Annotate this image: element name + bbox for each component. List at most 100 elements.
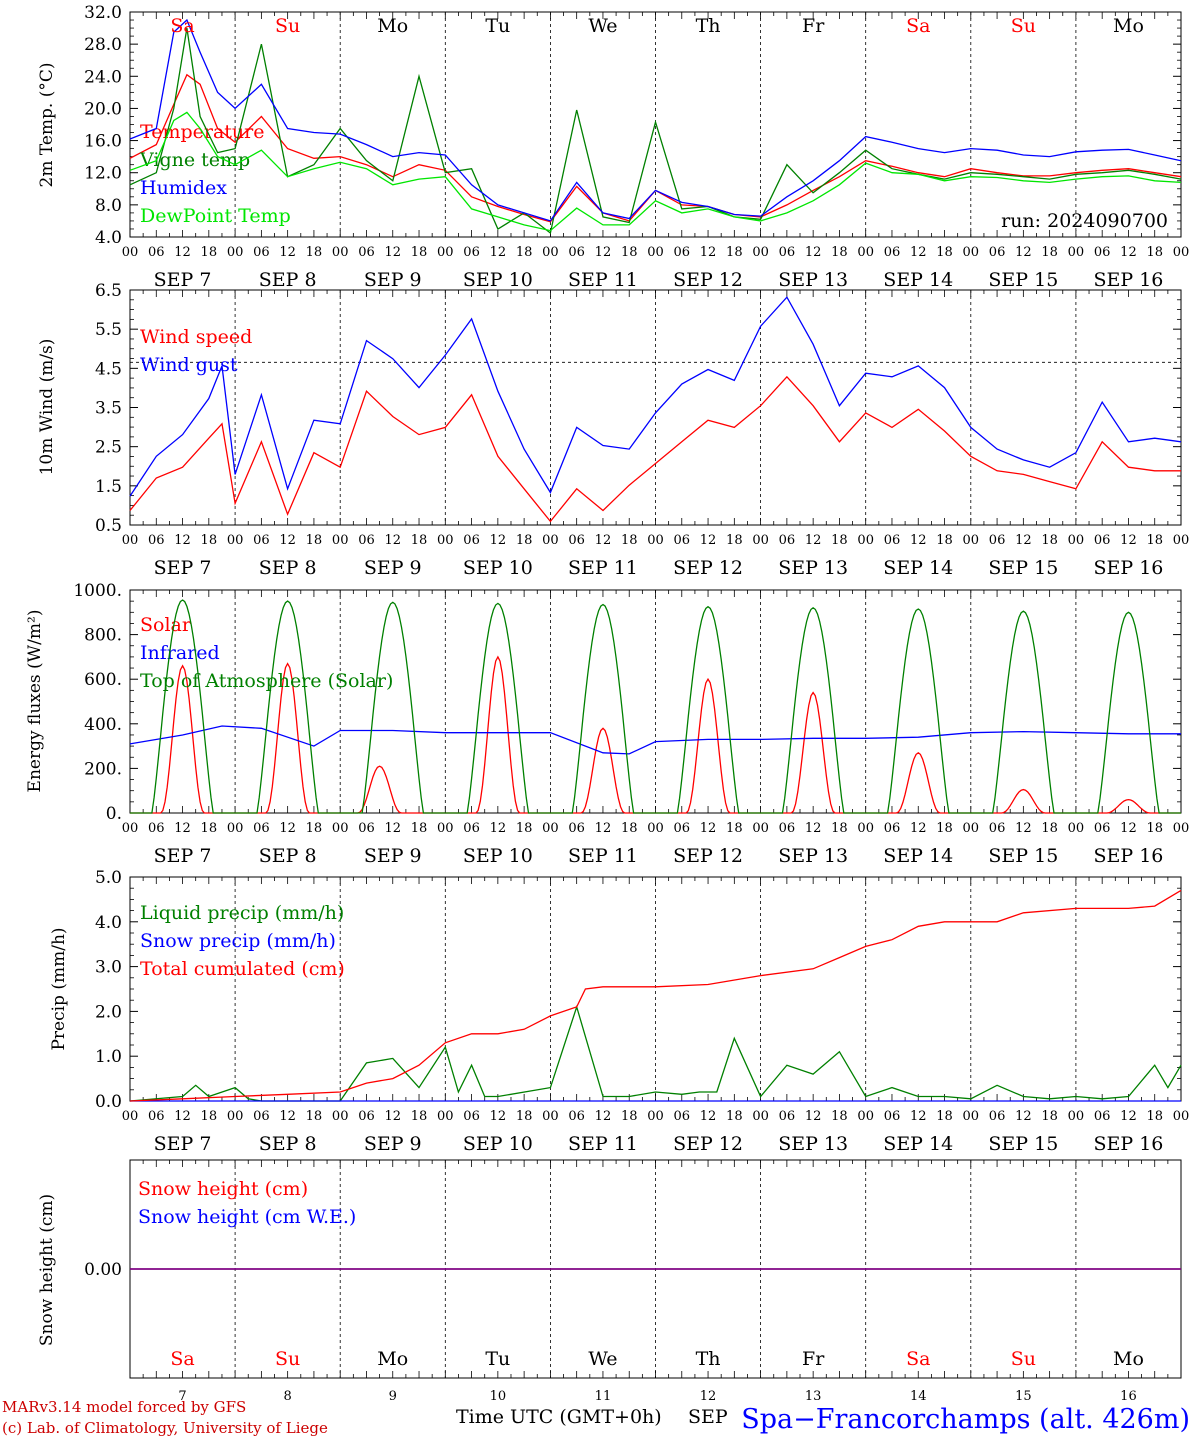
weekday-label: Sa xyxy=(170,1348,194,1370)
hour-tick-label: 00 xyxy=(437,1109,454,1124)
hour-tick-label: 18 xyxy=(201,533,218,548)
hour-tick-label: 00 xyxy=(122,1109,139,1124)
weekday-label: Mo xyxy=(377,15,408,37)
y-tick-label: 24.0 xyxy=(84,67,122,87)
hour-tick-label: 00 xyxy=(647,245,664,260)
hour-tick-label: 06 xyxy=(463,1109,480,1124)
hour-tick-label: 18 xyxy=(201,821,218,836)
legend-entry: Total cumulated (cm) xyxy=(140,958,345,980)
series-line-wind-speed xyxy=(129,375,1181,523)
y-tick-label: 800. xyxy=(84,626,122,646)
hour-tick-label: 06 xyxy=(463,533,480,548)
hour-tick-label: 00 xyxy=(752,533,769,548)
hour-tick-label: 18 xyxy=(726,821,743,836)
day-label: SEP 11 xyxy=(568,1133,638,1155)
hour-tick-label: 18 xyxy=(201,245,218,260)
hour-tick-label: 06 xyxy=(989,245,1006,260)
hour-tick-label: 00 xyxy=(332,245,349,260)
hour-tick-label: 18 xyxy=(516,245,533,260)
y-tick-label: 4.0 xyxy=(95,913,122,933)
hour-tick-label: 00 xyxy=(122,533,139,548)
y-tick-label: 12.0 xyxy=(84,164,122,184)
series-line-vigne-temp xyxy=(129,27,1182,235)
day-label: SEP 9 xyxy=(364,1133,422,1155)
hour-tick-label: 18 xyxy=(1146,1109,1163,1124)
day-label: SEP 9 xyxy=(364,845,422,867)
day-label: SEP 13 xyxy=(778,557,848,579)
hour-tick-label: 06 xyxy=(148,245,165,260)
hour-tick-label: 06 xyxy=(674,533,691,548)
hour-tick-label: 06 xyxy=(148,821,165,836)
hour-tick-label: 18 xyxy=(831,533,848,548)
hour-tick-label: 18 xyxy=(936,533,953,548)
footer-location: Spa−Francorchamps (alt. 426m) xyxy=(741,1404,1190,1435)
hour-tick-label: 00 xyxy=(1173,245,1190,260)
day-label: SEP 14 xyxy=(883,557,953,579)
y-axis-label: Snow height (cm) xyxy=(37,1194,57,1346)
hour-tick-label: 12 xyxy=(805,1109,822,1124)
hour-tick-label: 06 xyxy=(1094,1109,1111,1124)
weekday-label: Sa xyxy=(170,15,194,37)
hour-tick-label: 00 xyxy=(647,821,664,836)
day-label: SEP 10 xyxy=(463,557,533,579)
hour-tick-label: 06 xyxy=(674,1109,691,1124)
day-label: SEP 14 xyxy=(883,1133,953,1155)
day-label: SEP 9 xyxy=(364,269,422,291)
legend-entry: Snow height (cm) xyxy=(138,1178,308,1200)
day-label: SEP 12 xyxy=(673,1133,743,1155)
day-number-label: 9 xyxy=(389,1389,397,1404)
legend-entry: Vigne temp xyxy=(139,149,250,171)
hour-tick-label: 12 xyxy=(805,533,822,548)
hour-tick-label: 12 xyxy=(805,821,822,836)
y-tick-label: 0.5 xyxy=(95,516,122,536)
legend-entry: Infrared xyxy=(140,642,220,664)
y-axis-label: 10m Wind (m/s) xyxy=(37,339,57,476)
y-tick-label: 2.0 xyxy=(95,1002,122,1022)
hour-tick-label: 00 xyxy=(857,1109,874,1124)
day-label: SEP 13 xyxy=(778,269,848,291)
weekday-label: Sa xyxy=(906,15,930,37)
y-tick-label: 32.0 xyxy=(84,3,122,23)
hour-tick-label: 12 xyxy=(595,533,612,548)
hour-tick-label: 00 xyxy=(542,1109,559,1124)
y-tick-label: 5.0 xyxy=(95,868,122,888)
y-axis-label: Precip (mm/h) xyxy=(49,927,69,1050)
hour-tick-label: 00 xyxy=(963,245,980,260)
day-label: SEP 15 xyxy=(988,557,1058,579)
hour-tick-label: 12 xyxy=(490,1109,507,1124)
weekday-label: Su xyxy=(275,1348,300,1370)
y-tick-label: 0. xyxy=(106,804,122,824)
day-label: SEP 14 xyxy=(883,269,953,291)
hour-tick-label: 18 xyxy=(306,1109,323,1124)
hour-tick-label: 12 xyxy=(279,533,296,548)
day-label: SEP 10 xyxy=(463,1133,533,1155)
hour-tick-label: 12 xyxy=(1015,533,1032,548)
hour-tick-label: 00 xyxy=(332,821,349,836)
hour-tick-label: 00 xyxy=(963,1109,980,1124)
legend-entry: Snow precip (mm/h) xyxy=(140,930,336,952)
hour-tick-label: 18 xyxy=(1041,821,1058,836)
day-label: SEP 10 xyxy=(463,845,533,867)
hour-tick-label: 12 xyxy=(910,1109,927,1124)
run-label: run: 2024090700 xyxy=(1001,210,1168,232)
hour-tick-label: 06 xyxy=(779,1109,796,1124)
hour-tick-label: 18 xyxy=(936,245,953,260)
y-axis-label: 2m Temp. (°C) xyxy=(37,62,57,187)
hour-tick-label: 18 xyxy=(1146,821,1163,836)
y-tick-label: 1000. xyxy=(73,581,122,601)
hour-tick-label: 12 xyxy=(384,533,401,548)
hour-tick-label: 18 xyxy=(411,533,428,548)
hour-tick-label: 18 xyxy=(411,821,428,836)
series-line-infrared xyxy=(129,725,1181,755)
day-label: SEP 15 xyxy=(988,845,1058,867)
hour-tick-label: 06 xyxy=(148,533,165,548)
y-tick-label: 400. xyxy=(84,715,122,735)
hour-tick-label: 18 xyxy=(621,821,638,836)
hour-tick-label: 12 xyxy=(1120,533,1137,548)
legend-entry: Solar xyxy=(140,614,192,636)
day-number-label: 7 xyxy=(178,1389,186,1404)
day-number-label: 14 xyxy=(910,1389,927,1404)
hour-tick-label: 18 xyxy=(1041,1109,1058,1124)
hour-tick-label: 00 xyxy=(122,821,139,836)
